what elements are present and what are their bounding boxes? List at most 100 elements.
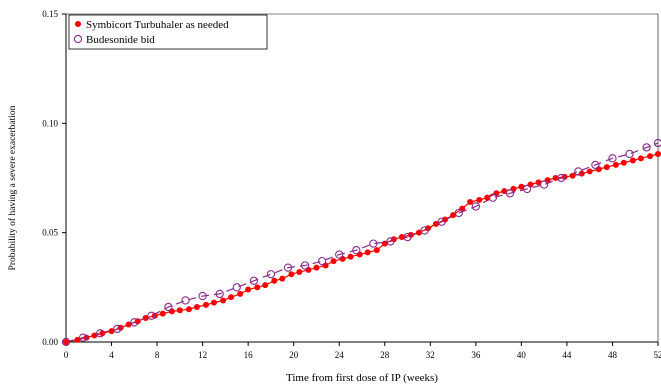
data-point [283, 263, 293, 272]
data-point [271, 277, 278, 284]
series-points [61, 138, 661, 347]
data-point [185, 306, 192, 313]
data-point [433, 220, 439, 227]
data-point [74, 336, 81, 343]
data-point [164, 302, 173, 312]
series-line-1 [65, 142, 659, 343]
x-tick-label: 4 [109, 350, 114, 360]
data-point [484, 194, 491, 201]
data-point [108, 328, 115, 335]
legend-box [68, 14, 268, 50]
data-point [220, 297, 227, 304]
data-point [403, 232, 412, 242]
data-point [364, 249, 371, 256]
x-tick-label: 48 [608, 350, 618, 360]
data-point [211, 299, 217, 306]
legend-marker-budesonide [73, 34, 83, 44]
data-point [369, 239, 378, 248]
data-point [540, 180, 549, 189]
data-point [78, 333, 88, 342]
data-point [181, 296, 190, 305]
data-point [330, 258, 337, 265]
x-tick-label: 36 [471, 350, 481, 360]
y-tick-label: 0.00 [42, 337, 58, 347]
data-point [450, 212, 457, 219]
data-point [552, 175, 559, 181]
data-point [266, 270, 276, 279]
data-point [373, 247, 380, 254]
data-point [518, 183, 525, 190]
data-point [505, 189, 515, 198]
data-point [215, 289, 224, 299]
y-tick-label: 0.10 [42, 118, 58, 128]
x-tick-label: 44 [562, 350, 572, 360]
axis-tick-labels: 0 4 8 12 16 20 24 28 32 36 40 44 48 520.000.050.100.1… [42, 9, 661, 360]
data-point [113, 324, 122, 334]
data-point [176, 307, 183, 314]
data-point [522, 184, 532, 194]
x-tick-label: 32 [426, 350, 435, 360]
data-point [347, 253, 354, 260]
data-point [467, 199, 474, 206]
data-point [535, 179, 542, 186]
data-point [603, 164, 610, 171]
data-point [612, 161, 619, 168]
series-lines [65, 142, 659, 343]
data-point [629, 157, 636, 164]
data-point [254, 284, 261, 291]
data-point [574, 167, 583, 176]
data-point [63, 339, 69, 345]
data-point [245, 286, 252, 293]
data-point [620, 159, 627, 166]
y-tick-label: 0.15 [42, 9, 58, 19]
x-tick-label: 24 [335, 350, 345, 360]
legend: Symbicort Turbuhaler as needed Budesonid… [68, 14, 268, 50]
x-tick-label: 20 [289, 350, 299, 360]
data-point [125, 321, 132, 328]
data-point [569, 172, 576, 179]
data-point [637, 155, 644, 162]
x-tick-label: 28 [380, 350, 390, 360]
data-point [249, 276, 258, 285]
data-point [642, 143, 651, 152]
legend-label-symbicort: Symbicort Turbuhaler as needed [86, 19, 229, 31]
x-tick-label: 8 [155, 350, 160, 360]
data-point [130, 318, 139, 327]
x-tick-label: 52 [654, 350, 661, 360]
data-point [288, 271, 295, 278]
data-point [147, 311, 156, 320]
data-point [653, 138, 661, 148]
data-point [608, 154, 617, 163]
data-point [352, 246, 361, 255]
data-point [381, 240, 388, 247]
data-point [232, 283, 241, 292]
plot-area-frame [65, 13, 659, 343]
data-point [262, 282, 269, 289]
data-point [488, 193, 498, 202]
data-point [193, 304, 200, 311]
data-point [318, 256, 327, 266]
legend-marker-symbicort [75, 21, 81, 27]
data-point [335, 250, 344, 259]
data-point [437, 217, 446, 226]
data-point [203, 301, 210, 308]
data-point [198, 291, 207, 301]
data-point [386, 237, 395, 246]
x-tick-label: 40 [517, 350, 527, 360]
data-point [647, 153, 654, 160]
data-point [313, 264, 320, 271]
data-point [61, 337, 71, 347]
data-point [655, 150, 661, 157]
x-tick-label: 12 [198, 350, 207, 360]
data-point [454, 208, 463, 218]
data-point [471, 202, 480, 211]
y-tick-label: 0.05 [42, 228, 58, 238]
data-point [476, 196, 483, 203]
data-point [501, 188, 508, 195]
data-point [296, 269, 303, 276]
data-point [591, 160, 600, 170]
x-tick-label: 0 [64, 350, 69, 360]
legend-label-budesonide: Budesonide bid [86, 34, 155, 46]
